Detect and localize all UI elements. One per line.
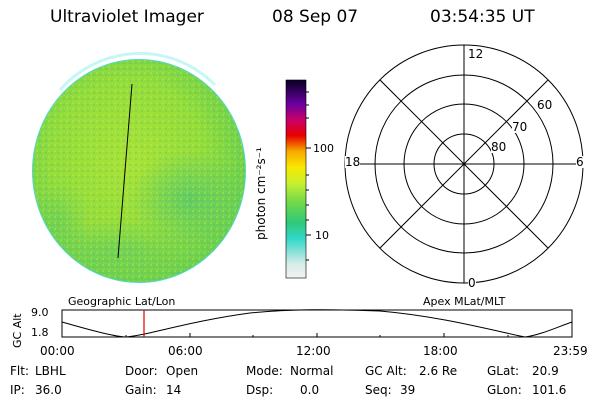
seq-value: 39 bbox=[400, 383, 416, 397]
mlat-label-70: 70 bbox=[512, 120, 528, 134]
mlat-label-80: 80 bbox=[491, 140, 507, 154]
dsp-value: 0.0 bbox=[300, 383, 320, 397]
mlt-label-6: 6 bbox=[576, 155, 584, 169]
colorbar-tick-10: 10 bbox=[315, 229, 329, 242]
image-date: 08 Sep 07 bbox=[272, 7, 359, 27]
mode-value: Normal bbox=[290, 364, 334, 378]
gc-alt-label: GC Alt: bbox=[365, 364, 407, 378]
mlt-label-0: 0 bbox=[468, 276, 476, 290]
time-tick-0000: 00:00 bbox=[40, 344, 75, 358]
ip-value: 36.0 bbox=[35, 383, 62, 397]
colorbar-ticks bbox=[306, 91, 311, 261]
polar-grid bbox=[344, 44, 584, 284]
time-tick-1200: 12:00 bbox=[296, 344, 331, 358]
orbit-y-tick-1-8: 1.8 bbox=[31, 326, 49, 339]
instrument-title: Ultraviolet Imager bbox=[50, 7, 204, 27]
orbit-altitude-plot bbox=[61, 309, 573, 338]
mlt-label-18: 18 bbox=[345, 155, 361, 169]
orbit-y-axis-label: GC Alt bbox=[11, 313, 24, 348]
color-scale-bar bbox=[285, 79, 307, 279]
time-tick-0600: 06:00 bbox=[168, 344, 203, 358]
seq-label: Seq: bbox=[365, 383, 392, 397]
colorbar-tick-100: 100 bbox=[313, 142, 334, 155]
glat-label: GLat: bbox=[487, 364, 520, 378]
colorbar-unit-label: photon cm⁻²s⁻¹ bbox=[254, 147, 268, 240]
flt-value: LBHL bbox=[35, 364, 66, 378]
orbit-y-tick-9: 9.0 bbox=[31, 306, 49, 319]
time-tick-2359: 23:59 bbox=[553, 344, 588, 358]
ip-label: IP: bbox=[10, 383, 25, 397]
glon-value: 101.6 bbox=[532, 383, 567, 397]
geographic-latlon-title: Geographic Lat/Lon bbox=[68, 295, 176, 308]
orbit-track-line bbox=[117, 83, 133, 259]
flt-label: Flt: bbox=[10, 364, 29, 378]
mlt-label-12: 12 bbox=[468, 47, 484, 61]
glon-label: GLon: bbox=[487, 383, 522, 397]
gain-label: Gain: bbox=[125, 383, 157, 397]
earth-disk-image bbox=[32, 51, 246, 283]
mode-label: Mode: bbox=[246, 364, 283, 378]
mlat-label-60: 60 bbox=[537, 98, 553, 112]
door-value: Open bbox=[166, 364, 199, 378]
time-axis-ticks bbox=[125, 333, 509, 337]
time-tick-1800: 18:00 bbox=[423, 344, 458, 358]
gain-value: 14 bbox=[166, 383, 182, 397]
dsp-label: Dsp: bbox=[246, 383, 274, 397]
door-label: Door: bbox=[125, 364, 158, 378]
glat-value: 20.9 bbox=[532, 364, 559, 378]
altitude-curve bbox=[61, 309, 573, 338]
image-time: 03:54:35 UT bbox=[430, 7, 535, 27]
apex-mlat-mlt-title: Apex MLat/MLT bbox=[423, 295, 506, 308]
gc-alt-value: 2.6 Re bbox=[419, 364, 458, 378]
